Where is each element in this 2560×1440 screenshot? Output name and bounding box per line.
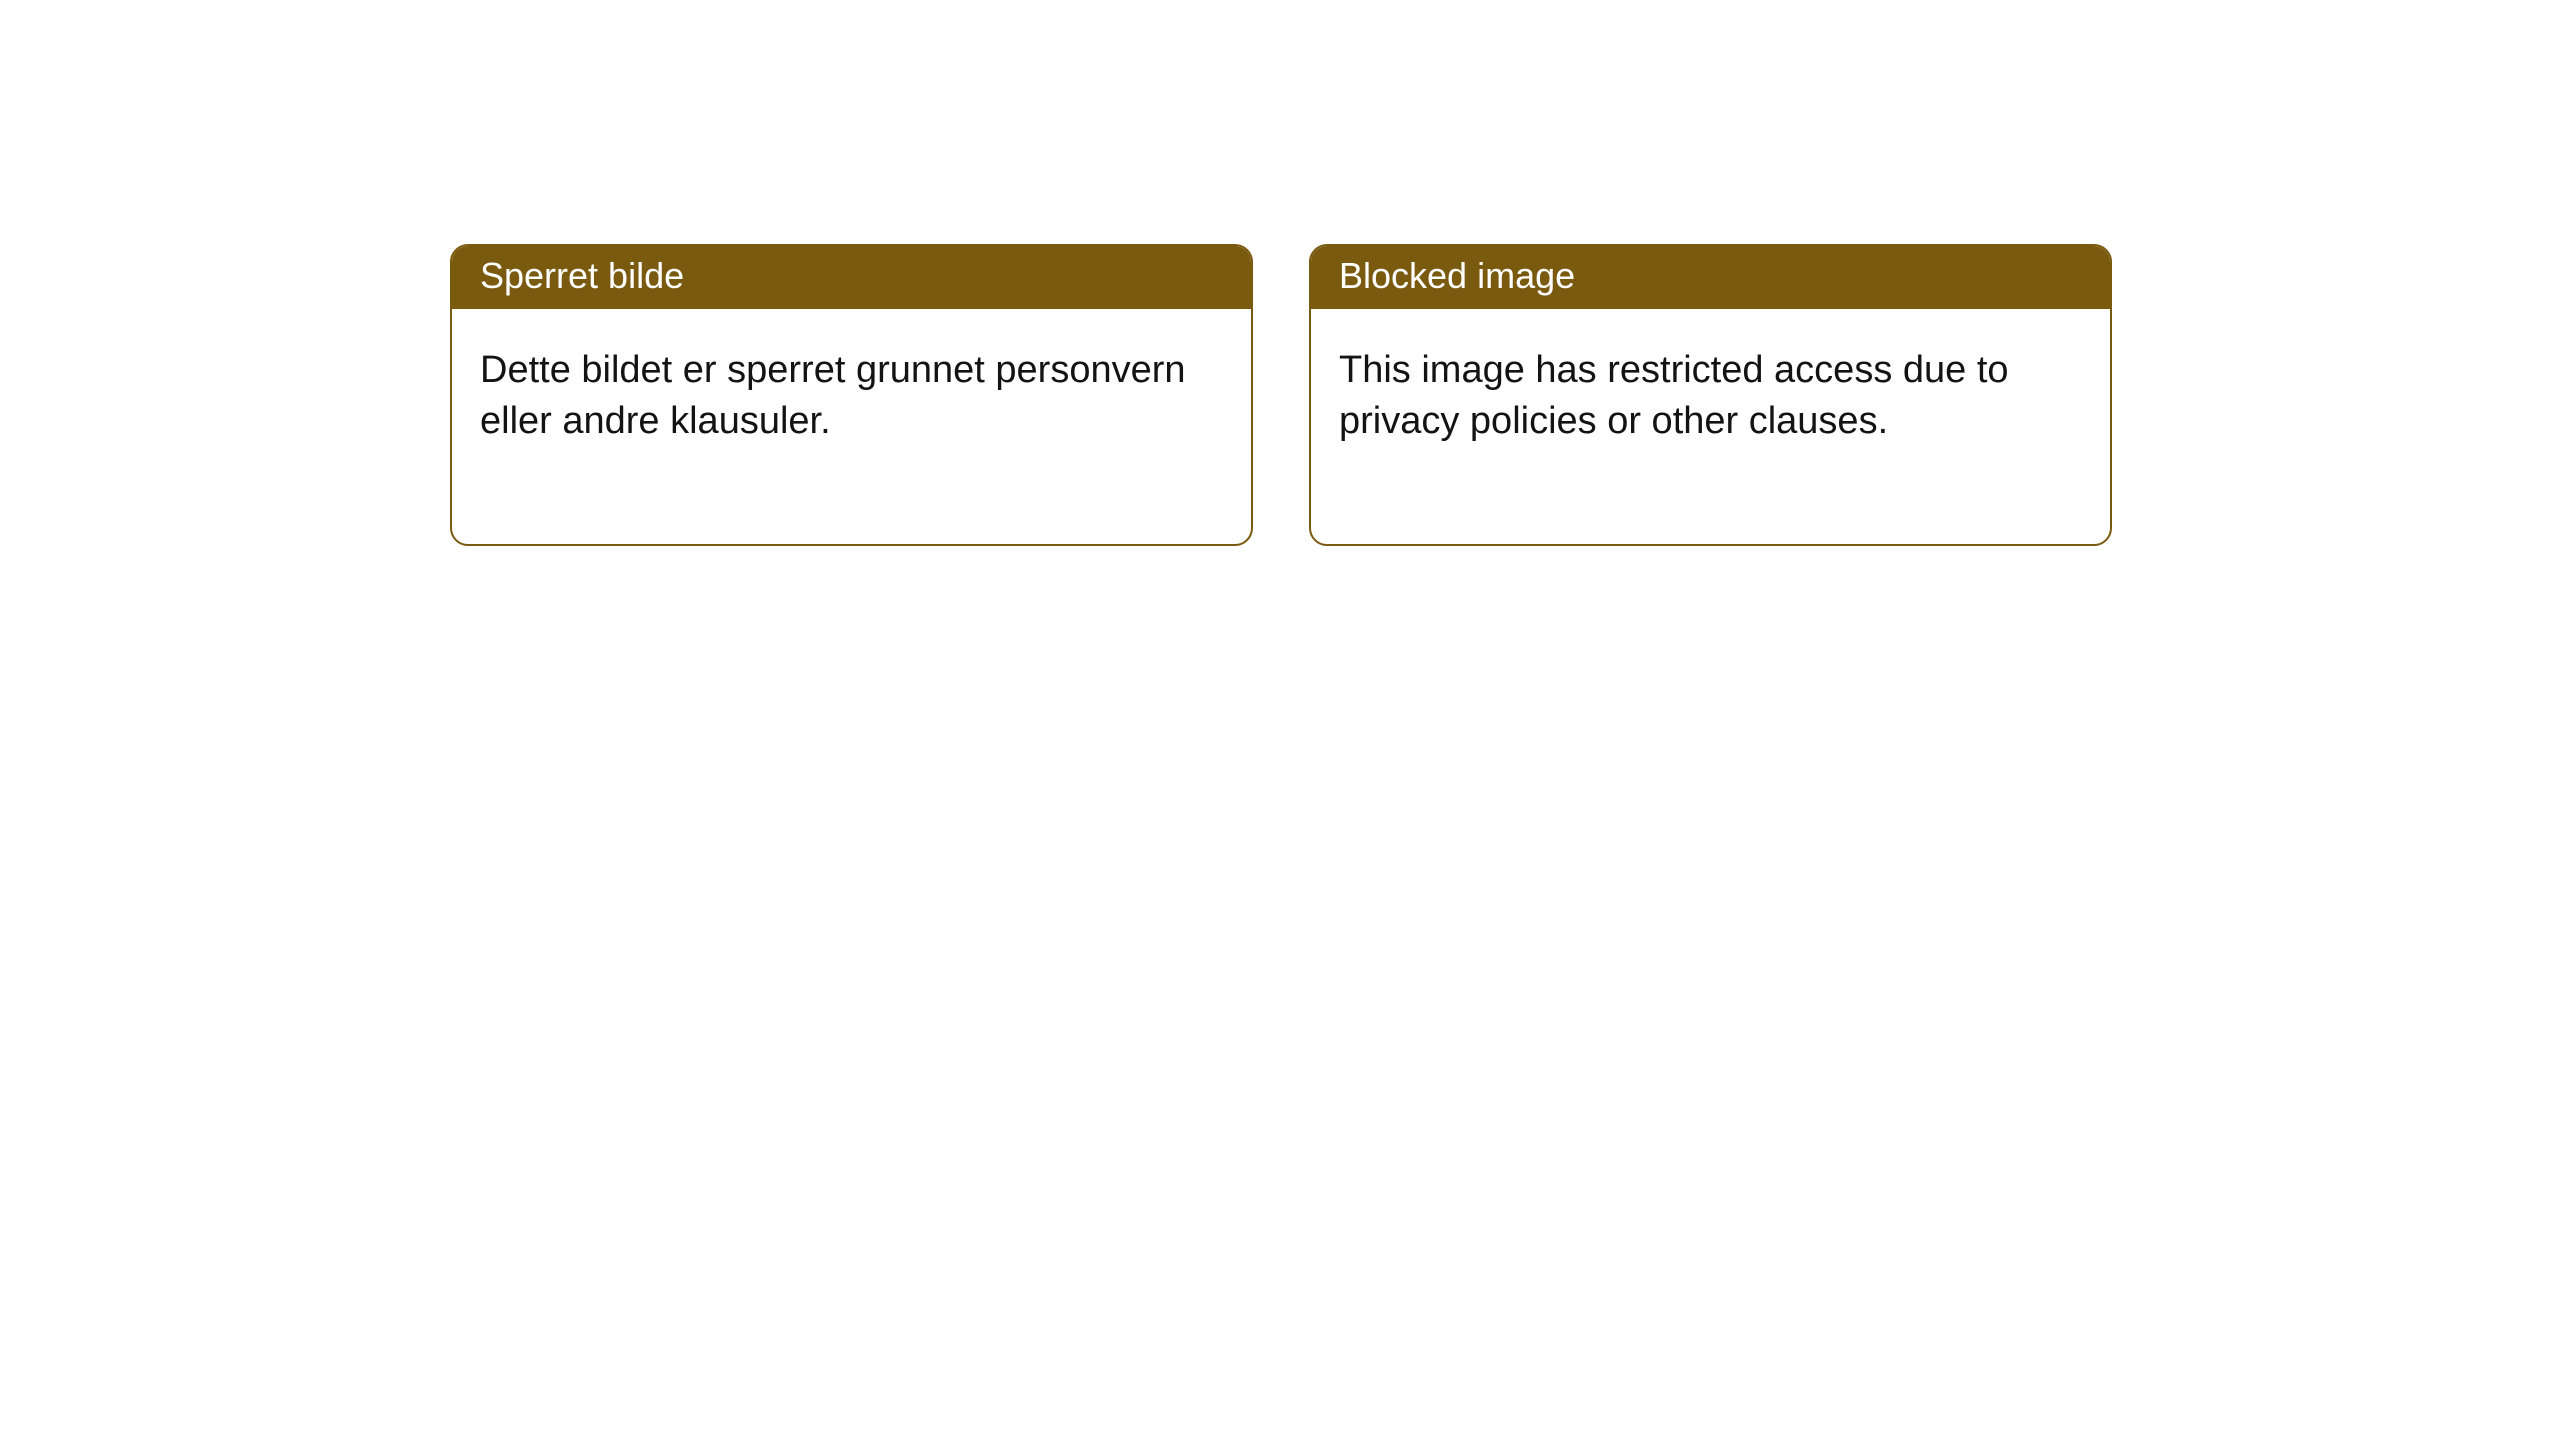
card-body-no: Dette bildet er sperret grunnet personve… <box>452 309 1251 544</box>
card-header-no: Sperret bilde <box>452 246 1251 309</box>
card-header-en: Blocked image <box>1311 246 2110 309</box>
card-body-en: This image has restricted access due to … <box>1311 309 2110 544</box>
notice-container: Sperret bilde Dette bildet er sperret gr… <box>0 0 2560 546</box>
blocked-image-card-no: Sperret bilde Dette bildet er sperret gr… <box>450 244 1253 546</box>
blocked-image-card-en: Blocked image This image has restricted … <box>1309 244 2112 546</box>
